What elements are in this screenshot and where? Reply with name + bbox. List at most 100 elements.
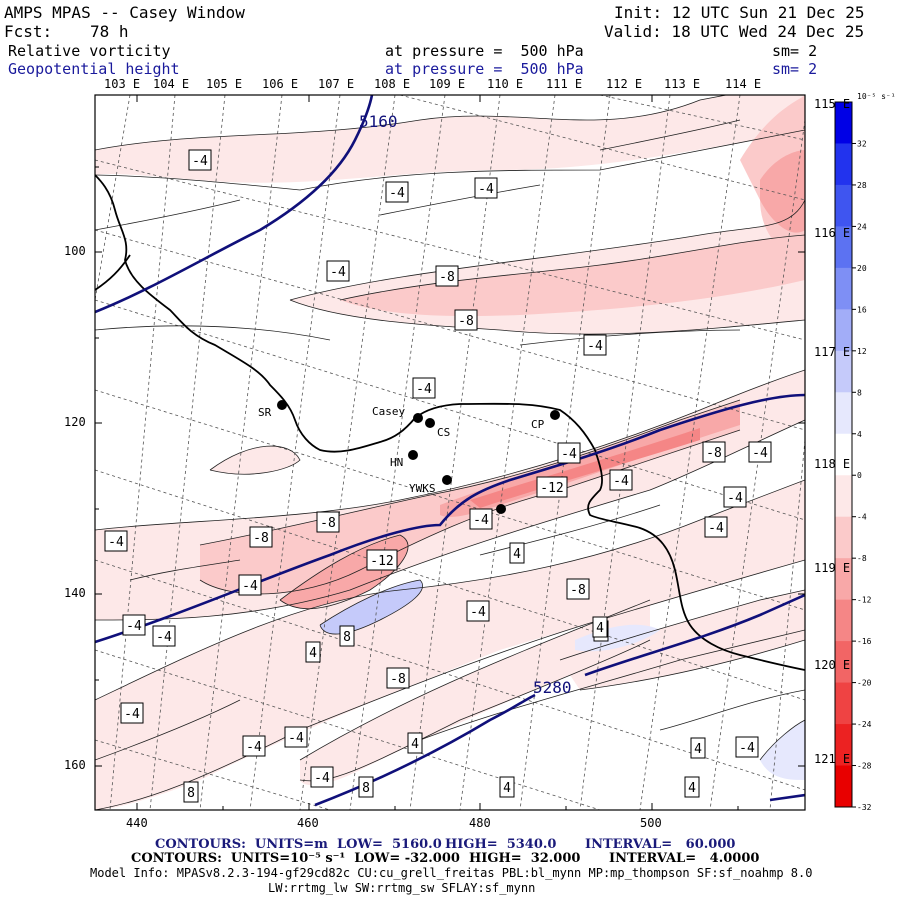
vorticity-label: -4 [156,630,172,645]
vorticity-label-box [122,614,146,636]
colorbar-tick-label: -32 [857,803,872,812]
right-lon-label: 120 E [814,658,851,672]
x-tick-label: 440 [126,816,148,830]
graticule [95,95,805,810]
vorticity-label-box [305,641,321,663]
colorbar-swatch [835,102,852,144]
vorticity-label: -4 [727,491,743,506]
footer-height-contours: CONTOURS: UNITS=m LOW= 5160.0 [155,837,442,852]
vorticity-label: -4 [314,771,330,786]
footer-model-info: Model Info: MPASv8.2.3-194-gf29cd82c CU:… [90,866,813,880]
top-lon-label: 103 E [104,77,141,91]
vorticity-label: -8 [458,314,474,329]
vorticity-label-box [412,377,436,399]
station-sr[interactable] [277,400,287,410]
colorbar-tick-label: -8 [857,554,867,563]
vorticity-label-box [704,516,728,538]
height-label: 5160 [359,112,398,131]
model-title: AMPS MPAS -- Casey Window [4,3,245,22]
field1-level: at pressure = 500 hPa [385,42,584,60]
field2-level: at pressure = 500 hPa [385,60,584,78]
y-tick-label: 100 [64,244,86,258]
vorticity-label: 4 [309,646,317,661]
vorticity-label-box [509,542,525,564]
colorbar-tick-label: 24 [857,222,867,231]
vorticity-label-box [366,549,398,571]
vorticity-label: -4 [389,186,405,201]
right-lon-label: 115 E [814,97,851,111]
vorticity-label-box [735,736,759,758]
top-lon-label: 113 E [664,77,701,91]
vorticity-label: 4 [688,781,696,796]
top-lon-label: 114 E [725,77,762,91]
footer-vorticity-contours: CONTOURS: UNITS=10⁻⁵ s⁻¹ LOW= -32.000 [131,851,460,866]
colorbar-tick-label: 16 [857,305,867,314]
vorticity-label-box [474,177,498,199]
field2-name: Geopotential height [8,60,180,78]
vorticity-label: -4 [708,521,724,536]
vorticity-label-box [435,265,459,287]
colorbar-tick-label: 0 [857,471,862,480]
footer-physics-info: LW:rrtmg_lw SW:rrtmg_sw SFLAY:sf_mynn [268,881,536,895]
forecast-label: Fcst: [4,22,53,41]
station-cs[interactable] [425,418,435,428]
top-lon-label: 110 E [487,77,524,91]
colorbar-tick-label: -28 [857,762,872,771]
forecast-hour: 78 h [90,22,129,41]
station-cp[interactable] [550,410,560,420]
colorbar-tick-label: 28 [857,181,867,190]
right-lon-label: 117 E [814,345,851,359]
vorticity-label: -8 [706,446,722,461]
colorbar-swatch [835,641,852,684]
vorticity-label: -4 [561,447,577,462]
footer-height-high: HIGH= 5340.0 [445,837,557,852]
colorbar: 32 28 24 20 16 12 8 4 0 -4 -8 -12 -16 -20 -24 -28 -32 [834,101,872,812]
top-lon-label: 105 E [206,77,243,91]
vorticity-label: -12 [370,554,393,569]
vorticity-label: -8 [570,583,586,598]
colorbar-tick-label: -16 [857,637,872,646]
vorticity-label-box [242,735,266,757]
vorticity-label-box [183,781,199,803]
vorticity-label: 4 [503,781,511,796]
right-lon-label: 119 E [814,561,851,575]
vorticity-label-box [249,526,273,548]
station-ywks[interactable] [442,475,452,485]
colorbar-frame [834,101,853,808]
colorbar-tick-label: 20 [857,264,867,273]
colorbar-tick-label: -12 [857,596,872,605]
colorbar-tick-label: 4 [857,430,862,439]
colorbar-swatch [835,143,852,186]
vorticity-label: -4 [192,154,208,169]
vorticity-label-box [152,625,176,647]
vorticity-label-box [385,181,409,203]
valid-time: Valid: 18 UTC Wed 24 Dec 25 [604,22,865,41]
shading-negative [95,95,805,810]
station-hn[interactable] [408,450,418,460]
vorticity-label: -8 [253,531,269,546]
station-ds[interactable] [496,504,506,514]
vorticity-label-box [469,508,493,530]
vorticity-label-box [566,578,590,600]
vorticity-label-box [339,625,355,647]
colorbar-swatch [835,558,852,601]
vorticity-label: -4 [739,741,755,756]
station-label: HN [390,456,403,469]
footer-vorticity-interval: INTERVAL= 4.0000 [609,851,760,866]
top-lon-label: 112 E [606,77,643,91]
colorbar-swatch [835,682,852,725]
vorticity-label: -12 [540,481,563,496]
colorbar-swatch [835,516,852,559]
vorticity-label-box [592,616,608,638]
vorticity-label: -8 [320,516,336,531]
colorbar-tick-label: -24 [857,720,872,729]
vorticity-label-box [310,766,334,788]
right-lon-label: 118 E [814,457,851,471]
station-label: SR [258,406,272,419]
station-casey[interactable] [413,413,423,423]
vorticity-label: -4 [246,740,262,755]
vorticity-label: -4 [288,731,304,746]
vorticity-label-box [684,776,700,798]
colorbar-tick-label: -20 [857,679,872,688]
colorbar-units: 10⁻⁵ s⁻¹ [857,92,896,101]
